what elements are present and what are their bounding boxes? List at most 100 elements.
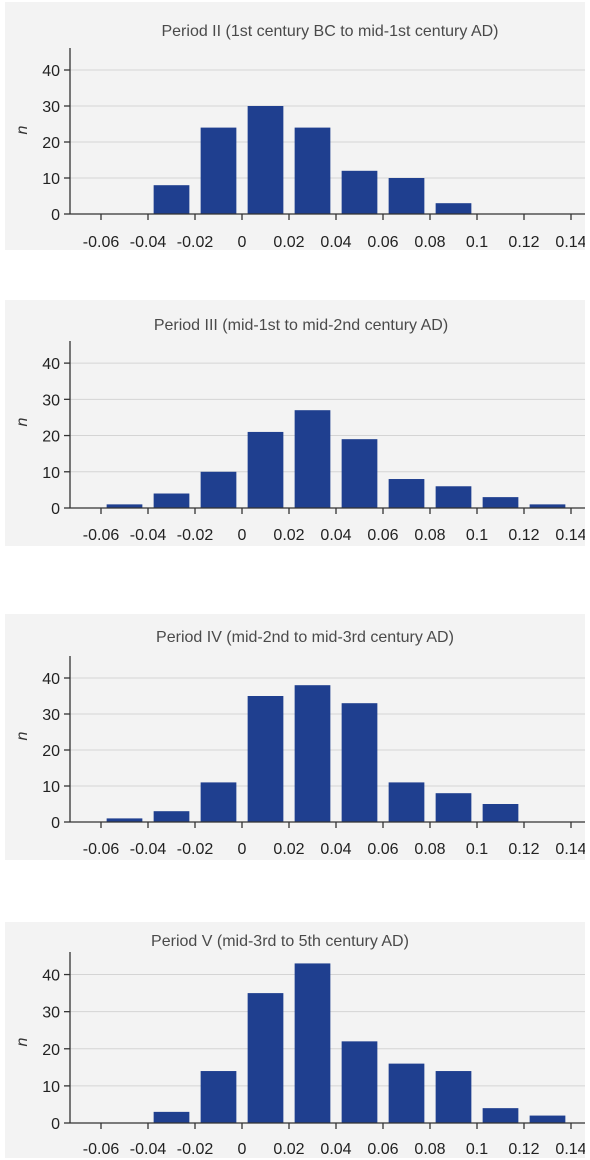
- x-tick-label: 0.12: [508, 234, 539, 250]
- bar: [200, 782, 237, 822]
- x-tick-label: 0.02: [273, 234, 304, 250]
- x-tick-label: 0: [238, 1141, 247, 1158]
- bar: [106, 818, 143, 822]
- y-tick-label: 20: [42, 743, 60, 760]
- bars: [106, 410, 566, 508]
- y-tick-label: 0: [51, 1116, 60, 1133]
- x-tick-label: -0.02: [177, 841, 214, 858]
- bar: [341, 170, 378, 214]
- bars: [153, 963, 566, 1123]
- y-tick-label: 0: [51, 501, 60, 518]
- x-tick-label: -0.06: [83, 527, 120, 544]
- y-tick-label: 0: [51, 207, 60, 224]
- x-tick-label: 0.02: [273, 841, 304, 858]
- x-tick-label: 0.1: [466, 234, 488, 250]
- y-tick-label: 0: [51, 815, 60, 832]
- x-tick-label: 0.06: [367, 527, 398, 544]
- y-tick-label: 40: [42, 356, 60, 373]
- bar: [435, 486, 472, 508]
- bar: [435, 203, 472, 214]
- x-tick-label: -0.04: [130, 527, 167, 544]
- y-tick-label: 20: [42, 135, 60, 152]
- bar: [529, 504, 566, 508]
- x-ticks: -0.06 -0.04 -0.02 0 0.02 0.04 0.06 0.08 0.1 0.12 0…: [70, 1122, 585, 1158]
- x-tick-label: 0: [238, 234, 247, 250]
- x-tick-label: 0.1: [466, 527, 488, 544]
- x-ticks: -0.06 -0.04 -0.02 0 0.02 0.04 0.06 0.08 0.1 0.12 0…: [70, 507, 585, 544]
- x-tick-label: 0.04: [320, 841, 351, 858]
- x-tick-label: 0.08: [414, 527, 445, 544]
- bar: [388, 479, 425, 508]
- x-tick-label: 0.1: [466, 1141, 488, 1158]
- bar: [341, 439, 378, 508]
- x-tick-label: -0.04: [130, 1141, 167, 1158]
- x-ticks: -0.06 -0.04 -0.02 0 0.02 0.04 0.06 0.08 0.1 0.12 0…: [70, 821, 585, 858]
- y-tick-label: 40: [42, 63, 60, 80]
- x-tick-label: 0.12: [508, 527, 539, 544]
- chart-period-v: Period V (mid-3rd to 5th century AD) 0 10…: [14, 933, 585, 1158]
- x-tick-label: 0.06: [367, 1141, 398, 1158]
- bar: [247, 696, 284, 822]
- x-ticks: -0.06 -0.04 -0.02 0 0.02 0.04 0.06 0.08 0.1 0.12 0…: [70, 213, 585, 250]
- y-tick-label: 20: [42, 429, 60, 446]
- y-tick-label: 30: [42, 392, 60, 409]
- bar: [294, 685, 331, 822]
- chart-title: Period IV (mid-2nd to mid-3rd century AD…: [156, 629, 454, 646]
- y-ticks: 0 10 20 30 40: [42, 48, 71, 224]
- bar: [153, 185, 190, 214]
- bar: [529, 1115, 566, 1123]
- x-tick-label: 0.08: [414, 1141, 445, 1158]
- bar: [294, 410, 331, 508]
- x-tick-label: 0.04: [320, 527, 351, 544]
- bars: [106, 685, 519, 822]
- chart-period-ii: Period II (1st century BC to mid-1st cen…: [14, 23, 585, 250]
- x-tick-label: 0.08: [414, 234, 445, 250]
- x-tick-label: 0.14: [555, 234, 585, 250]
- x-tick-label: 0.1: [466, 841, 488, 858]
- y-axis-label: n: [14, 125, 31, 134]
- x-tick-label: 0.14: [555, 527, 585, 544]
- y-axis-label: n: [14, 1037, 31, 1046]
- bar: [435, 793, 472, 822]
- x-tick-label: 0.14: [555, 1141, 585, 1158]
- y-tick-label: 20: [42, 1042, 60, 1059]
- bar: [200, 1071, 237, 1123]
- chart-title: Period II (1st century BC to mid-1st cen…: [161, 23, 498, 40]
- bar: [435, 1071, 472, 1123]
- y-tick-label: 10: [42, 465, 60, 482]
- chart-panel-4: Period V (mid-3rd to 5th century AD) 0 10…: [5, 922, 585, 1158]
- x-tick-label: 0.08: [414, 841, 445, 858]
- chart-title: Period V (mid-3rd to 5th century AD): [151, 933, 409, 950]
- chart-panel-1: Period II (1st century BC to mid-1st cen…: [5, 2, 585, 250]
- y-tick-label: 30: [42, 99, 60, 116]
- y-axis-label: n: [14, 731, 31, 740]
- x-tick-label: -0.06: [83, 841, 120, 858]
- bar: [341, 1041, 378, 1123]
- x-tick-label: 0.04: [320, 1141, 351, 1158]
- y-axis-label: n: [14, 417, 31, 426]
- y-tick-label: 30: [42, 1005, 60, 1022]
- y-tick-label: 10: [42, 779, 60, 796]
- bar: [294, 963, 331, 1123]
- chart-period-iii: Period III (mid-1st to mid-2nd century A…: [14, 317, 585, 544]
- x-tick-label: -0.02: [177, 1141, 214, 1158]
- x-tick-label: -0.04: [130, 841, 167, 858]
- bar: [388, 178, 425, 214]
- x-tick-label: -0.06: [83, 1141, 120, 1158]
- x-tick-label: 0.06: [367, 234, 398, 250]
- bar: [247, 993, 284, 1123]
- bar: [247, 106, 284, 214]
- y-tick-label: 40: [42, 671, 60, 688]
- bar: [106, 504, 143, 508]
- y-tick-label: 30: [42, 707, 60, 724]
- y-tick-label: 10: [42, 1079, 60, 1096]
- y-ticks: 0 10 20 30 40: [42, 341, 71, 518]
- x-tick-label: 0.14: [555, 841, 585, 858]
- bar: [482, 804, 519, 822]
- bar: [388, 782, 425, 822]
- x-tick-label: 0.12: [508, 1141, 539, 1158]
- x-tick-label: 0.06: [367, 841, 398, 858]
- x-tick-label: 0: [238, 841, 247, 858]
- chart-panel-2: Period III (mid-1st to mid-2nd century A…: [5, 300, 585, 546]
- bar: [482, 1108, 519, 1123]
